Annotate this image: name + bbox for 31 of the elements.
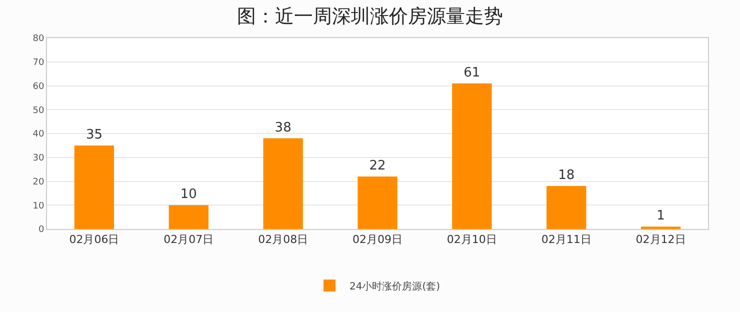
bar bbox=[74, 145, 114, 229]
y-tick-label: 50 bbox=[32, 106, 44, 116]
x-tick-label: 02月06日 bbox=[69, 233, 120, 246]
data-label: 35 bbox=[86, 127, 102, 142]
x-tick-label: 02月08日 bbox=[258, 233, 308, 246]
bar bbox=[168, 205, 208, 229]
data-label: 10 bbox=[180, 187, 197, 202]
x-tick-label: 02月07日 bbox=[164, 233, 214, 246]
legend-label: 24小时涨价房源(套) bbox=[350, 280, 440, 292]
x-tick-label: 02月10日 bbox=[446, 233, 497, 246]
x-tick-label: 02月11日 bbox=[541, 233, 592, 246]
x-tick-label: 02月09日 bbox=[352, 233, 402, 246]
y-tick-label: 10 bbox=[32, 201, 44, 212]
y-tick-label: 30 bbox=[32, 154, 44, 164]
data-label: 61 bbox=[464, 65, 480, 80]
chart-title: 图：近一周深圳涨价房源量走势 bbox=[237, 6, 503, 28]
y-tick-label: 20 bbox=[32, 177, 44, 188]
data-label: 38 bbox=[274, 120, 292, 136]
data-label: 18 bbox=[558, 168, 575, 184]
y-tick-label: 80 bbox=[32, 34, 44, 44]
bar bbox=[263, 138, 303, 229]
x-tick-label: 02月12日 bbox=[636, 233, 686, 246]
y-tick-label: 40 bbox=[32, 130, 44, 140]
bar bbox=[452, 83, 492, 229]
y-tick-label: 70 bbox=[32, 58, 44, 68]
data-label: 22 bbox=[369, 158, 386, 174]
data-label: 1 bbox=[656, 208, 665, 224]
y-tick-label: 60 bbox=[32, 82, 44, 92]
bar bbox=[358, 176, 398, 229]
bar bbox=[546, 186, 586, 229]
y-tick-label: 0 bbox=[38, 225, 44, 236]
